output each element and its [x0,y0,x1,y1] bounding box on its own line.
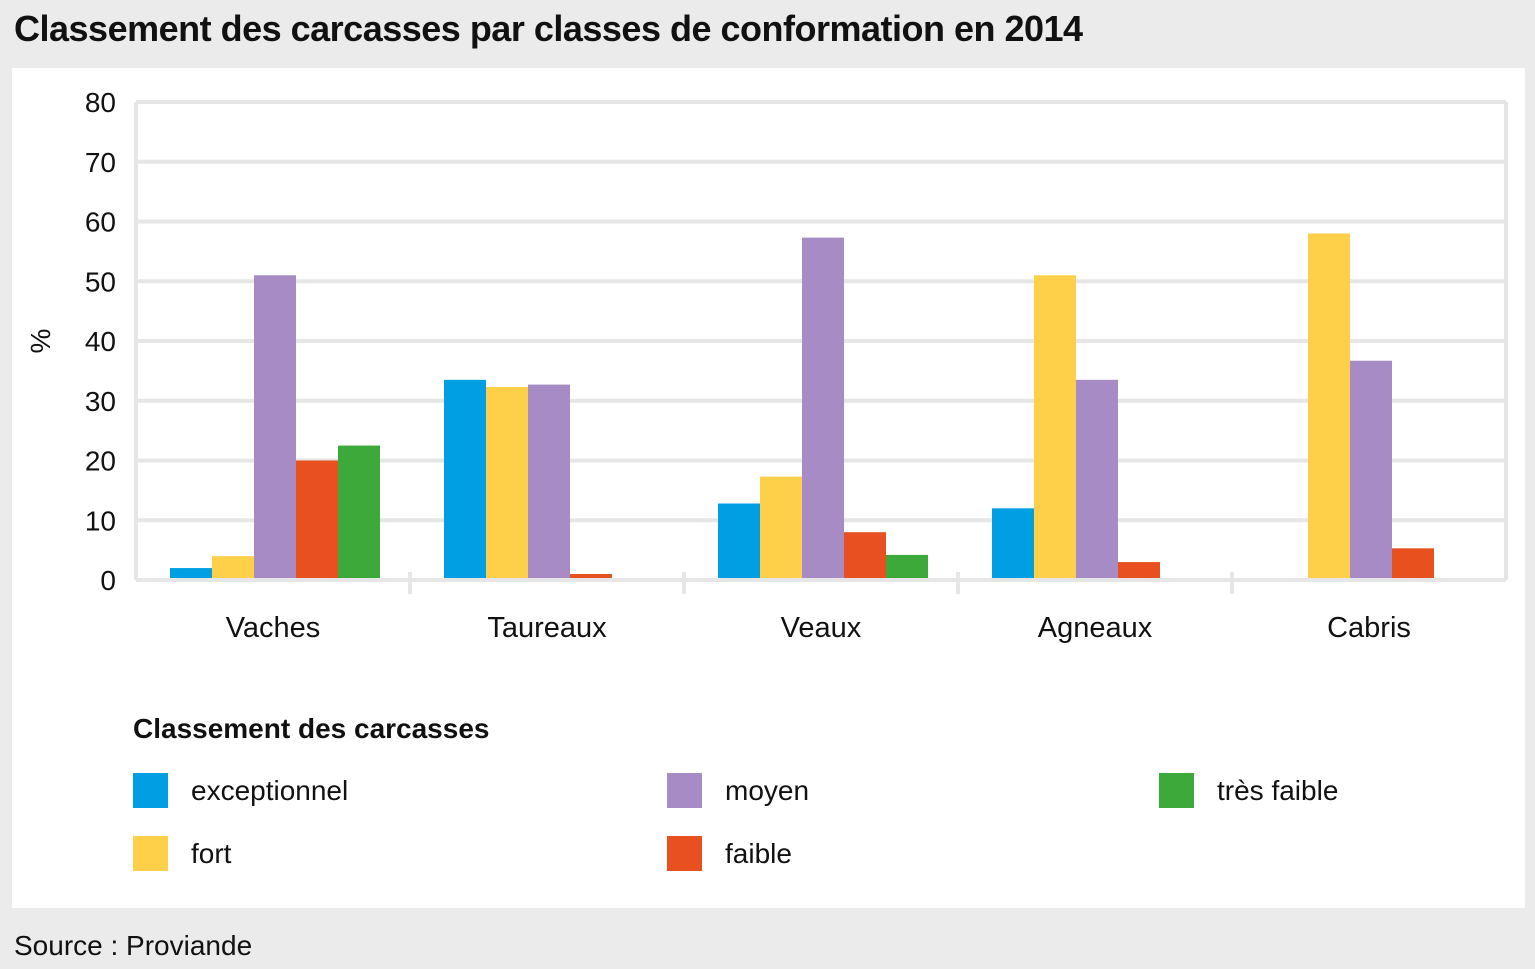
bar-agneaux-faible [1118,562,1160,580]
legend-label-tres-faible: très faible [1217,775,1339,806]
bar-agneaux-exceptionnel [992,508,1034,580]
y-tick-label-60: 60 [85,207,116,238]
y-tick-label-40: 40 [85,326,116,357]
bar-cabris-moyen [1350,360,1392,580]
bar-cabris-faible [1392,548,1434,580]
x-tick-label-cabris: Cabris [1327,612,1411,644]
y-tick-label-0: 0 [100,565,116,596]
legend-label-fort: fort [191,838,232,869]
legend-swatch-moyen [667,773,702,808]
bar-veaux-exceptionnel [718,503,760,580]
legend-swatch-faible [667,836,702,871]
source-note: Source : Proviande [14,930,253,961]
y-tick-label-70: 70 [85,147,116,178]
bar-vaches-fort [212,556,254,580]
chart-title: Classement des carcasses par classes de … [14,8,1083,49]
bar-agneaux-moyen [1076,379,1118,580]
y-tick-label-80: 80 [85,87,116,118]
bar-veaux-moyen [802,237,844,580]
bar-taureaux-faible [570,574,612,580]
bar-veaux-faible [844,532,886,580]
chart-panel: 0 10 20 30 40 50 60 70 80% Vaches Taureaux Veaux Agn… [12,68,1525,908]
legend-swatch-fort [133,836,168,871]
legend-label-faible: faible [725,838,792,869]
bar-vaches-exceptionnel [170,568,212,580]
legend-label-moyen: moyen [725,775,810,806]
bar-vaches-moyen [254,275,296,580]
legend-title: Classement des carcasses [133,713,490,744]
y-tick-label-50: 50 [85,266,116,297]
x-tick-label-agneaux: Agneaux [1038,612,1153,644]
y-tick-label-30: 30 [85,386,116,417]
y-axis-label: % [25,329,56,354]
x-tick-label-vaches: Vaches [226,612,321,644]
legend-label-exceptionnel: exceptionnel [191,775,349,806]
y-tick-label-20: 20 [85,446,116,477]
bar-taureaux-moyen [528,384,570,580]
bar-taureaux-fort [486,387,528,580]
y-tick-label-10: 10 [85,505,116,536]
bar-taureaux-exceptionnel [444,379,486,580]
bar-veaux-fort [760,476,802,580]
bar-cabris-fort [1308,233,1350,580]
bar-agneaux-fort [1034,275,1076,580]
x-tick-label-veaux: Veaux [781,612,862,644]
bar-vaches-faible [296,460,338,580]
bar-vaches-tres-faible [338,445,380,580]
bar-chart: 0 10 20 30 40 50 60 70 80% Vaches Taureaux Veaux Agn… [25,87,1508,644]
legend-swatch-tres-faible [1159,773,1194,808]
bar-veaux-tres-faible [886,554,928,580]
x-tick-label-taureaux: Taureaux [487,612,607,644]
legend-swatch-exceptionnel [133,773,168,808]
